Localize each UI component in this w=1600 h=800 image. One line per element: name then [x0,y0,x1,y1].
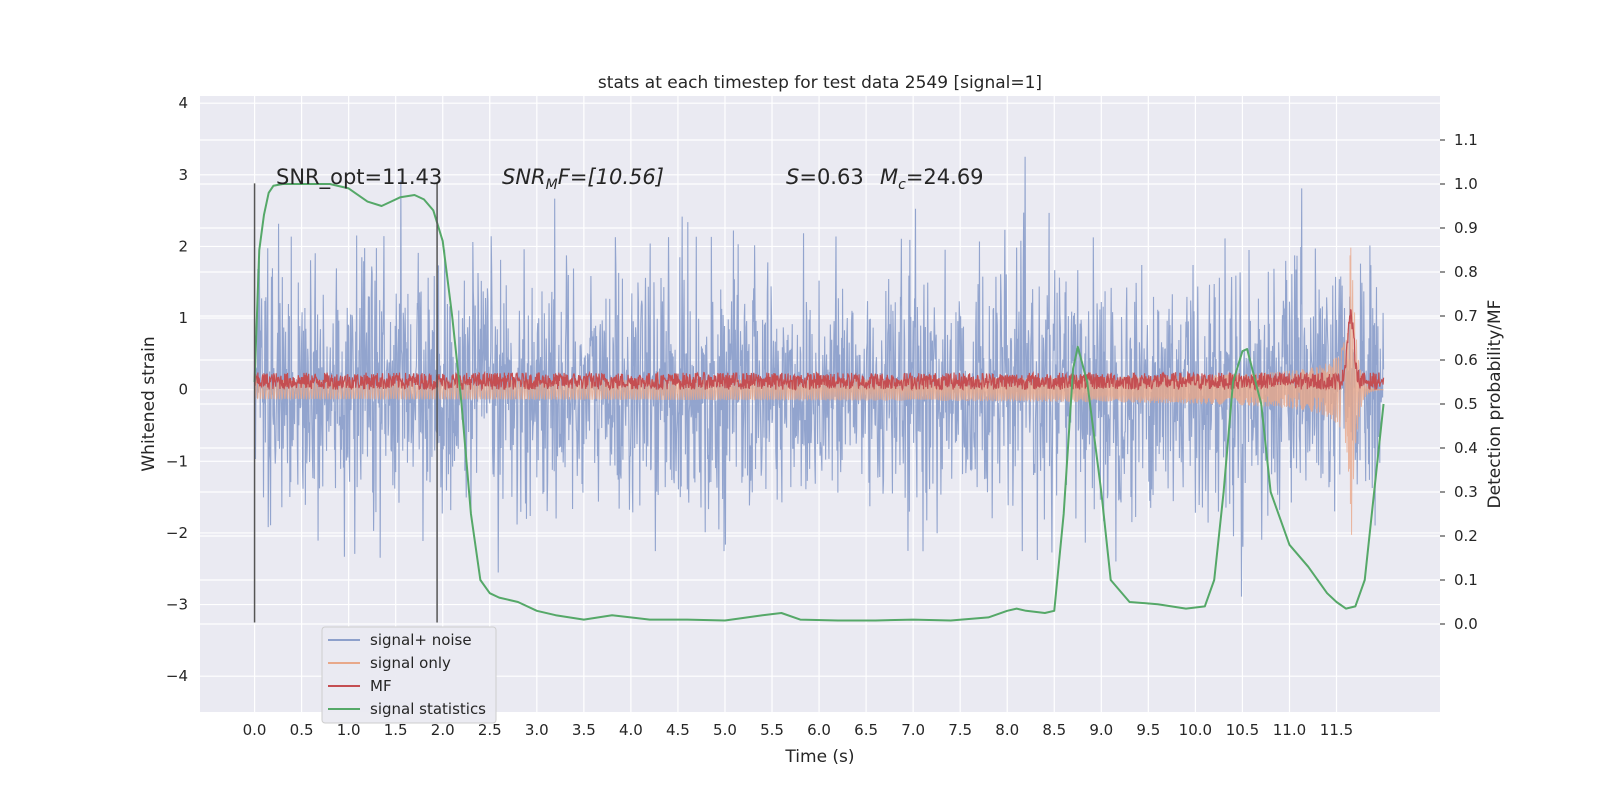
x-tick-label: 8.5 [1042,721,1066,739]
snr-mf-annotation: SNRMF=[10.56] [502,165,664,193]
mc-annotation: Mc=24.69 [880,165,984,193]
x-tick-label: 11.0 [1273,721,1306,739]
y2-axis-ticks: 0.0 0.1 0.2 0.3 0.4 0.5 0.6 0.7 0.8 0.9 1.0 1.1 [1440,131,1478,633]
snr-opt-annotation: SNR_opt=11.43 [276,165,442,190]
x-tick-label: 7.5 [948,721,972,739]
y2-tick-label: 0.9 [1454,219,1478,237]
y2-tick-label: 0.7 [1454,307,1478,325]
series-signal-noise-line [254,156,1385,597]
y2-tick-label: 1.1 [1454,131,1478,149]
x-tick-label: 9.5 [1136,721,1160,739]
legend-label-mf: MF [370,677,392,695]
y-tick-label: −4 [166,667,188,685]
s-annotation: S=0.63 [786,165,864,189]
legend-label-signal-noise: signal+ noise [370,631,472,649]
y2-tick-label: 0.8 [1454,263,1478,281]
x-tick-label: 6.0 [807,721,831,739]
y-tick-label: 0 [178,381,188,399]
y2-axis-label: Detection probability/MF [1485,300,1505,509]
x-tick-label: 0.5 [290,721,314,739]
x-tick-label: 6.5 [854,721,878,739]
y2-tick-label: 0.2 [1454,527,1478,545]
y2-tick-label: 0.4 [1454,439,1478,457]
marker-lines [253,183,438,623]
y-tick-label: −3 [166,596,188,614]
y-axis-label: Whitened strain [139,336,159,471]
legend-item-signal-only: signal only [328,654,451,672]
legend-item-signal-noise: signal+ noise [328,631,472,649]
x-axis-ticks: 0.0 0.5 1.0 1.5 2.0 2.5 3.0 3.5 4.0 4.5 5.0 5.5 6.0 6… [243,721,1354,739]
legend-label-signal-statistics: signal statistics [370,700,486,718]
y2-tick-label: 0.3 [1454,483,1478,501]
y-axis-ticks: −4 −3 −2 −1 0 1 2 3 4 [166,94,188,685]
series-signal-statistics-line [253,183,1385,622]
x-tick-label: 9.0 [1089,721,1113,739]
x-tick-label: 5.5 [760,721,784,739]
y2-tick-label: 0.0 [1454,615,1478,633]
legend-box [321,626,497,724]
x-tick-label: 3.0 [525,721,549,739]
legend-item-signal-statistics: signal statistics [328,700,486,718]
y-tick-label: −1 [166,452,188,470]
x-tick-label: 4.0 [619,721,643,739]
y2-tick-label: 1.0 [1454,175,1478,193]
legend-label-signal-only: signal only [370,654,451,672]
x-tick-label: 11.5 [1320,721,1353,739]
x-tick-label: 5.0 [713,721,737,739]
x-tick-label: 0.0 [243,721,267,739]
x-tick-label: 10.5 [1226,721,1259,739]
chart-title: stats at each timestep for test data 254… [598,73,1042,93]
legend-item-mf: MF [328,677,392,695]
y2-tick-label: 0.1 [1454,571,1478,589]
x-tick-label: 1.5 [384,721,408,739]
x-tick-label: 8.0 [995,721,1019,739]
y-tick-label: 3 [178,166,188,184]
x-tick-label: 2.5 [478,721,502,739]
series-layer [253,156,1385,622]
x-tick-label: 2.0 [431,721,455,739]
y2-tick-label: 0.6 [1454,351,1478,369]
x-axis-label: Time (s) [784,747,854,767]
y2-tick-label: 0.5 [1454,395,1478,413]
y-tick-label: 1 [178,309,188,327]
x-tick-label: 3.5 [572,721,596,739]
x-tick-label: 10.0 [1179,721,1212,739]
x-tick-label: 4.5 [666,721,690,739]
x-tick-label: 7.0 [901,721,925,739]
series-mf-line [254,308,1385,392]
legend: signal+ noise signal only MF signal stat… [321,626,497,724]
y-tick-label: 2 [178,237,188,255]
y-tick-label: −2 [166,524,188,542]
x-tick-label: 1.0 [337,721,361,739]
y-tick-label: 4 [178,94,188,112]
